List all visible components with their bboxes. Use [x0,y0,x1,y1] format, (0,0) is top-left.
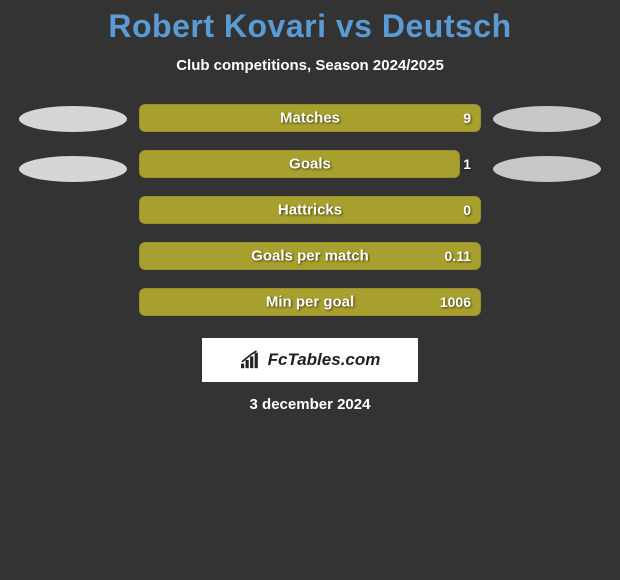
stat-bars-column: Matches 9 Goals 1 Hattricks 0 Goals per … [139,104,481,316]
stat-bar-goals-per-match: Goals per match 0.11 [139,242,481,270]
stat-label: Goals [289,156,331,173]
left-indicator-column [19,104,127,182]
stats-wrapper: Matches 9 Goals 1 Hattricks 0 Goals per … [0,104,620,316]
stat-label: Hattricks [278,202,342,219]
right-indicator-ellipse [493,106,601,132]
brand-label: FcTables.com [268,350,381,370]
stat-value: 9 [463,110,471,126]
chart-bars-icon [240,350,262,370]
right-indicator-ellipse [493,156,601,182]
stat-bar-min-per-goal: Min per goal 1006 [139,288,481,316]
page-title: Robert Kovari vs Deutsch [0,8,620,45]
stat-bar-hattricks: Hattricks 0 [139,196,481,224]
left-indicator-ellipse [19,156,127,182]
date-label: 3 december 2024 [0,396,620,413]
stat-label: Goals per match [251,248,369,265]
stat-bar-goals: Goals 1 [139,150,481,178]
left-indicator-ellipse [19,106,127,132]
stat-value: 0.11 [445,248,471,264]
stat-value: 0 [463,202,471,218]
stat-bar-matches: Matches 9 [139,104,481,132]
subtitle: Club competitions, Season 2024/2025 [0,57,620,74]
stat-label: Min per goal [266,294,354,311]
stats-comparison-container: Robert Kovari vs Deutsch Club competitio… [0,0,620,413]
brand-badge[interactable]: FcTables.com [202,338,418,382]
right-indicator-column [493,104,601,182]
stat-value: 1006 [440,294,471,310]
stat-value: 1 [463,156,471,172]
stat-label: Matches [280,110,340,127]
